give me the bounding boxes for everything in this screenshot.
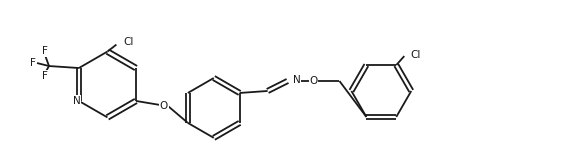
Text: Cl: Cl bbox=[124, 37, 134, 47]
Text: O: O bbox=[309, 76, 317, 86]
Text: Cl: Cl bbox=[410, 50, 420, 60]
Text: F: F bbox=[42, 46, 48, 56]
Text: O: O bbox=[160, 101, 168, 111]
Text: N: N bbox=[292, 75, 300, 85]
Text: F: F bbox=[42, 71, 48, 81]
Text: F: F bbox=[30, 58, 36, 68]
Text: N: N bbox=[73, 96, 80, 106]
